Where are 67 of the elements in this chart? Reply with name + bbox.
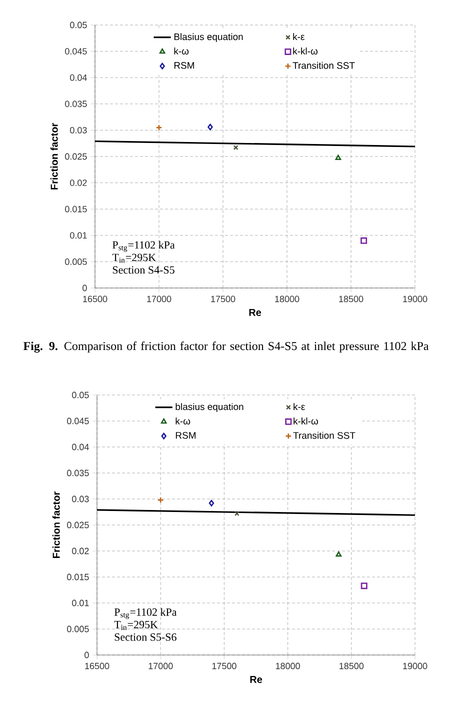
legend-label: k-ε: [293, 33, 305, 40]
point: [156, 124, 162, 131]
y-tick-label: 0.02: [72, 548, 89, 554]
y-tick-label: 0.02: [70, 180, 87, 186]
x-tick-label: 19000: [403, 662, 428, 670]
legend-label: k-kl-ω: [294, 417, 318, 424]
annotation: Section S4-S5: [112, 266, 174, 274]
y-tick-label: 0.05: [70, 22, 87, 28]
y-tick-label: 0.01: [70, 232, 87, 239]
x-tick-label: 17500: [211, 296, 236, 302]
legend-label: k-ω: [174, 48, 189, 55]
legend-label: Transition SST: [292, 62, 355, 69]
x-tick-label: 16500: [83, 296, 108, 302]
y-tick-label: 0.04: [70, 74, 87, 81]
x-tick-label: 17000: [147, 296, 172, 302]
x-tick-label: 18500: [340, 662, 364, 670]
x-tick-label: 19000: [403, 296, 428, 302]
y-axis-title: Friction factor: [50, 123, 58, 190]
x-tick-label: 17500: [212, 662, 236, 670]
legend-label: k-ω: [176, 417, 190, 424]
x-axis-title: Re: [250, 676, 262, 684]
y-tick-label: 0.045: [67, 418, 89, 424]
x-axis-title: Re: [249, 309, 262, 316]
annotation: Section S5-S6: [114, 633, 176, 641]
legend-label: RSM: [174, 62, 194, 69]
point: [208, 124, 213, 130]
point: [208, 500, 214, 506]
y-tick-label: 0.045: [65, 48, 87, 54]
y-tick-label: 0.025: [67, 522, 89, 528]
annotation: P$_{stg}$=1102 kPa: [114, 608, 177, 619]
point: [360, 582, 368, 590]
point: [234, 511, 240, 516]
x-tick-label: 18000: [276, 662, 300, 670]
point: [157, 496, 164, 504]
point: [233, 145, 238, 150]
legend-label: Transition SST: [293, 432, 356, 439]
y-tick-label: 0.005: [67, 626, 89, 632]
x-tick-label: 16500: [85, 662, 110, 670]
y-tick-label: 0.01: [72, 600, 89, 606]
y-tick-label: 0.035: [67, 470, 89, 476]
legend-label: Blasius equation: [174, 33, 243, 42]
y-tick-label: 0.03: [70, 127, 87, 134]
text: Fig. 9. Comparison of friction factor for section S4-S5 at inlet pressure 1102 kPa: [23, 342, 429, 353]
point: [335, 154, 342, 160]
legend-label: k-ε: [294, 403, 306, 410]
y-tick-label: 0.015: [67, 574, 89, 580]
y-tick-label: 0.035: [65, 100, 87, 108]
x-tick-label: 18000: [275, 296, 300, 302]
y-tick-label: 0.03: [72, 496, 89, 502]
y-tick-label: 0.04: [72, 444, 89, 450]
y-tick-label: 0.005: [65, 258, 87, 265]
x-tick-label: 18500: [339, 296, 364, 302]
y-tick-label: 0: [82, 284, 87, 292]
point: [360, 237, 368, 244]
annotation: P$_{stg}$=1102 kPa: [112, 240, 175, 252]
y-tick-label: 0.05: [72, 392, 89, 398]
legend-label: RSM: [176, 432, 196, 439]
annotation: T$_{in}$=295K: [112, 254, 156, 263]
annotation: T$_{in}$=295K: [114, 620, 158, 630]
y-tick-label: 0.015: [65, 206, 87, 212]
legend-label: k-kl-ω: [293, 48, 318, 55]
y-axis-title: Friction factor: [52, 492, 60, 558]
legend-label: blasius equation: [176, 403, 244, 412]
y-tick-label: 0.025: [65, 153, 87, 160]
x-tick-label: 17000: [148, 662, 173, 670]
point: [336, 551, 342, 557]
y-tick-label: 0: [84, 652, 89, 658]
